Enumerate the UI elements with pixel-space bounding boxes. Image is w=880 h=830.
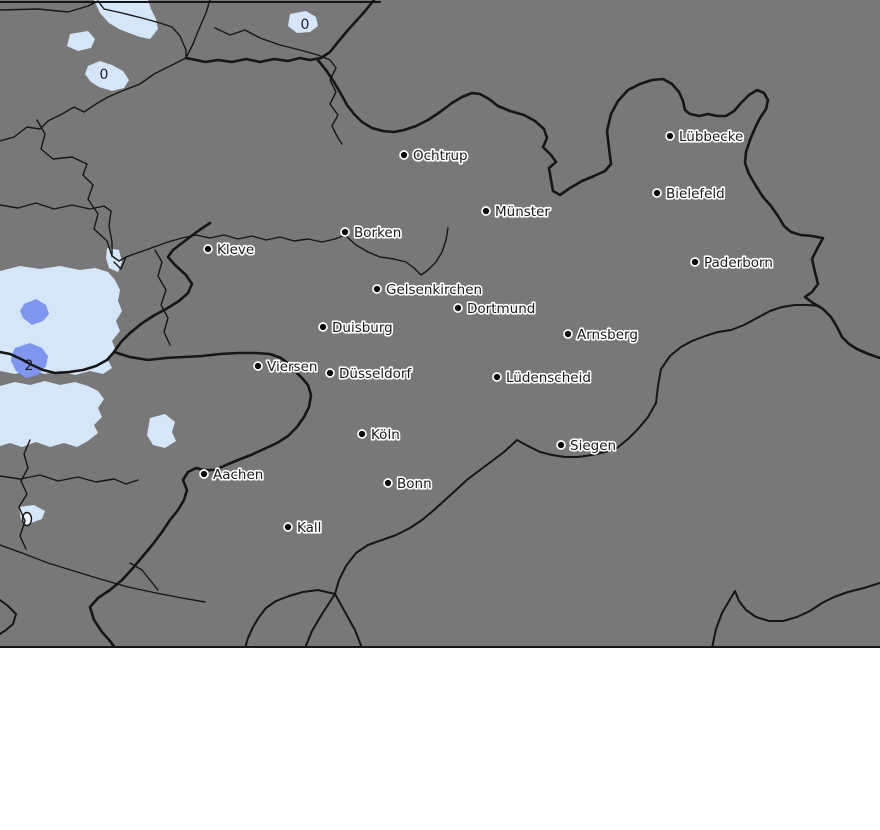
city-marker-ldenscheid: Lüdenscheid xyxy=(492,368,593,388)
rain-patch-medium xyxy=(20,299,49,325)
map-land-background xyxy=(0,0,880,648)
city-marker-mnster: Münster xyxy=(481,202,552,222)
city-dot xyxy=(199,469,209,479)
map-canvas: 0 0 2 Ochtrup Münster Borken Kleve Gelsenkirch… xyxy=(0,0,880,650)
city-label: Siegen xyxy=(570,438,616,454)
city-marker-dsseldorf: Düsseldorf xyxy=(325,364,414,384)
city-marker-kall: Kall xyxy=(283,518,323,538)
city-marker-kleve: Kleve xyxy=(203,240,256,260)
city-marker-viersen: Viersen xyxy=(253,357,319,377)
city-label: Borken xyxy=(354,225,401,241)
city-dot xyxy=(203,244,213,254)
rain-patch-light xyxy=(147,414,176,448)
city-marker-arnsberg: Arnsberg xyxy=(563,325,640,345)
city-marker-bonn: Bonn xyxy=(383,474,433,494)
city-marker-kln: Köln xyxy=(357,425,401,445)
city-label: Aachen xyxy=(213,467,263,483)
city-label: Dortmund xyxy=(467,301,535,317)
rain-patch-light xyxy=(0,381,104,447)
city-dot xyxy=(665,131,675,141)
city-label: Viersen xyxy=(267,359,317,375)
city-label: Bonn xyxy=(397,476,432,492)
city-label: Lüdenscheid xyxy=(506,370,591,386)
city-marker-ochtrup: Ochtrup xyxy=(399,146,469,166)
city-label: Paderborn xyxy=(704,255,773,271)
city-dot xyxy=(481,206,491,216)
precip-value-label: 0 xyxy=(100,67,109,83)
city-dot xyxy=(492,372,502,382)
precipitation-patches xyxy=(0,0,318,527)
city-dot xyxy=(383,478,393,488)
precipitation-map: 0 0 2 Ochtrup Münster Borken Kleve Gelsenkirch… xyxy=(0,0,880,650)
city-dot xyxy=(253,361,263,371)
city-dot xyxy=(357,429,367,439)
city-label: Ochtrup xyxy=(413,148,468,164)
city-marker-borken: Borken xyxy=(340,223,403,243)
city-dot xyxy=(372,284,382,294)
city-markers: Ochtrup Münster Borken Kleve Gelsenkirchen Do… xyxy=(199,127,775,538)
city-marker-paderborn: Paderborn xyxy=(690,253,775,273)
city-dot xyxy=(399,150,409,160)
city-marker-dortmund: Dortmund xyxy=(453,299,537,319)
city-dot xyxy=(556,440,566,450)
city-label: Gelsenkirchen xyxy=(386,282,482,298)
city-label: Bielefeld xyxy=(666,186,725,202)
city-marker-gelsenkirchen: Gelsenkirchen xyxy=(372,280,484,300)
city-dot xyxy=(563,329,573,339)
city-dot xyxy=(283,522,293,532)
city-label: Kall xyxy=(297,520,321,536)
city-marker-siegen: Siegen xyxy=(556,436,618,456)
city-dot xyxy=(652,188,662,198)
city-dot xyxy=(453,303,463,313)
border-lines xyxy=(0,0,880,650)
city-marker-duisburg: Duisburg xyxy=(318,318,394,338)
precip-value-labels: 0 0 2 xyxy=(25,17,310,374)
city-marker-bielefeld: Bielefeld xyxy=(652,184,726,204)
rain-patch-light xyxy=(288,11,318,33)
city-label: Lübbecke xyxy=(679,129,743,145)
precip-value-label: 0 xyxy=(301,17,310,33)
city-label: Duisburg xyxy=(332,320,393,336)
city-label: Düsseldorf xyxy=(339,366,412,382)
city-label: Kleve xyxy=(217,242,254,258)
city-marker-lbbecke: Lübbecke xyxy=(665,127,745,147)
precip-value-label: 2 xyxy=(25,358,34,374)
city-label: Arnsberg xyxy=(577,327,638,343)
city-dot xyxy=(340,227,350,237)
city-label: Köln xyxy=(371,427,400,443)
city-dot xyxy=(318,322,328,332)
info-panel: Niederschlag, 1std (in mm) Modell: ICON-… xyxy=(0,648,880,830)
rain-patch-light xyxy=(67,31,95,51)
city-dot xyxy=(325,368,335,378)
rain-patch-light xyxy=(85,61,129,91)
city-label: Münster xyxy=(495,204,550,220)
city-marker-aachen: Aachen xyxy=(199,465,265,485)
city-dot xyxy=(690,257,700,267)
